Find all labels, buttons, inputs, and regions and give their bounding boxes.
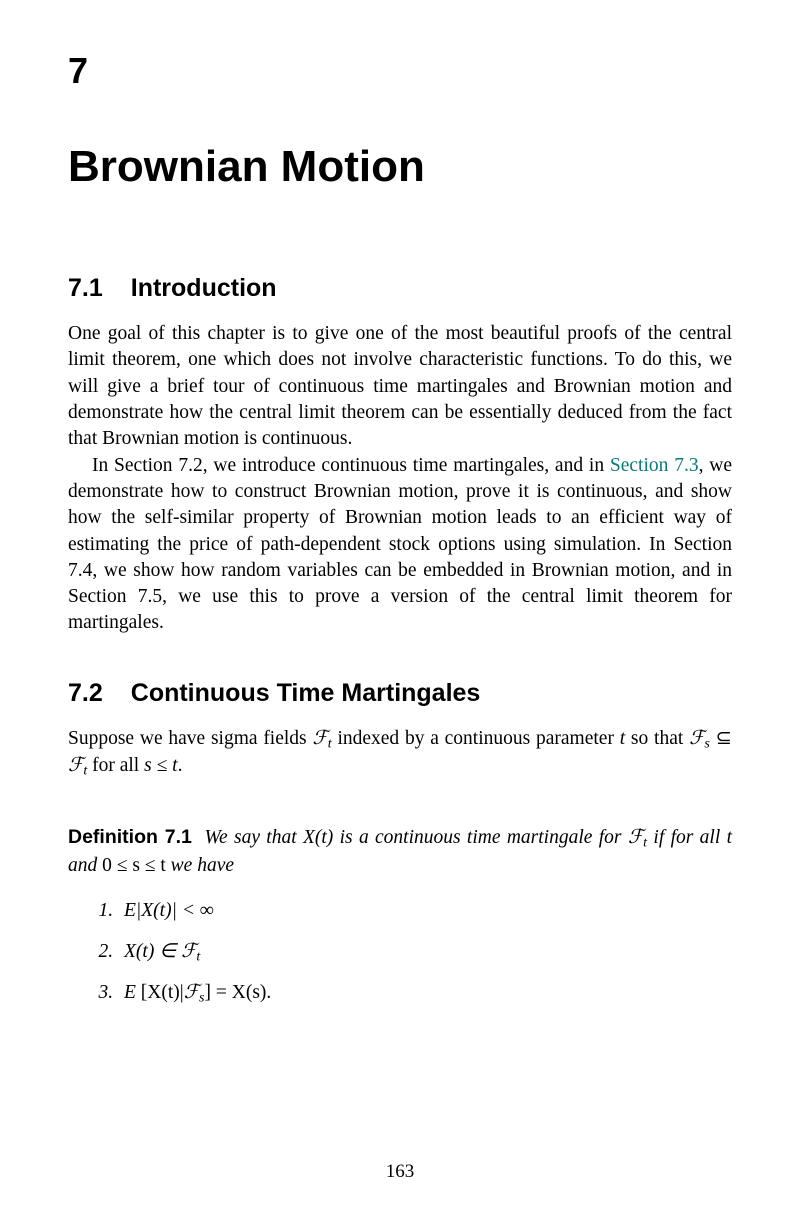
section-title: Introduction <box>131 274 277 302</box>
math-F: ℱ <box>312 728 327 749</box>
spacer <box>68 781 732 805</box>
definition-item-1: E|X(t)| < ∞ <box>118 898 732 924</box>
math-F: ℱ <box>184 982 199 1003</box>
definition-item-3: E [X(t)|ℱs] = X(s). <box>118 980 732 1007</box>
text-run: if for all <box>647 827 726 848</box>
section-heading-introduction: 7.1 Introduction <box>68 274 732 303</box>
chapter-title: Brownian Motion <box>68 142 732 192</box>
text-run: we have <box>166 855 234 876</box>
math-F: ℱ <box>68 755 83 776</box>
math-F: ℱ <box>689 728 704 749</box>
math-sub-t: t <box>196 948 200 964</box>
text-run: , we demonstrate how to construct Browni… <box>68 455 732 634</box>
intro-paragraph-2: In Section 7.2, we introduce continuous … <box>68 453 732 637</box>
text-run: and <box>68 855 102 876</box>
definition-conditions-list: E|X(t)| < ∞ X(t) ∈ ℱt E [X(t)|ℱs] = X(s)… <box>68 898 732 1007</box>
text-run: . <box>178 755 183 776</box>
math-sub-s: s <box>704 735 709 751</box>
section-number: 7.2 <box>68 679 103 708</box>
page: 7 Brownian Motion 7.1 Introduction One go… <box>0 0 800 1215</box>
chapter-number: 7 <box>68 50 732 92</box>
math-cond-exp-b: [X(t)| <box>141 982 184 1003</box>
text-run: In Section 7.2, we introduce continuous … <box>92 455 610 476</box>
text-run: We say that <box>205 827 303 848</box>
section-title: Continuous Time Martingales <box>131 679 481 707</box>
math-measurability: X(t) ∈ <box>124 941 181 962</box>
definition-label: Definition 7.1 <box>68 826 192 848</box>
text-run: is a continuous time martingale for <box>333 827 628 848</box>
math-cond-exp-a: E <box>124 982 141 1003</box>
spacer <box>68 637 732 679</box>
math-inequality: 0 ≤ s ≤ t <box>102 855 166 876</box>
section-7-3-link[interactable]: Section 7.3 <box>610 455 699 476</box>
page-number: 163 <box>0 1161 800 1183</box>
math-inequality: s ≤ t <box>144 755 177 776</box>
definition-7-1: Definition 7.1 We say that X(t) is a con… <box>68 824 732 879</box>
math-t: t <box>727 827 732 848</box>
math-cond-exp-c: ] = X(s). <box>205 982 272 1003</box>
section-heading-ctm: 7.2 Continuous Time Martingales <box>68 679 732 708</box>
intro-paragraph-1: One goal of this chapter is to give one … <box>68 321 732 453</box>
math-Xt: X(t) <box>303 827 333 848</box>
text-run: indexed by a continuous parameter <box>332 728 620 749</box>
section-number: 7.1 <box>68 274 103 303</box>
math-F: ℱ <box>628 827 643 848</box>
definition-item-2: X(t) ∈ ℱt <box>118 939 732 966</box>
math-expectation-finite: E|X(t)| < ∞ <box>124 900 214 921</box>
text-run: so that <box>625 728 689 749</box>
text-run: Suppose we have sigma fields <box>68 728 312 749</box>
text-run: for all <box>87 755 144 776</box>
ctm-intro-paragraph: Suppose we have sigma fields ℱt indexed … <box>68 726 732 781</box>
math-F: ℱ <box>181 941 196 962</box>
